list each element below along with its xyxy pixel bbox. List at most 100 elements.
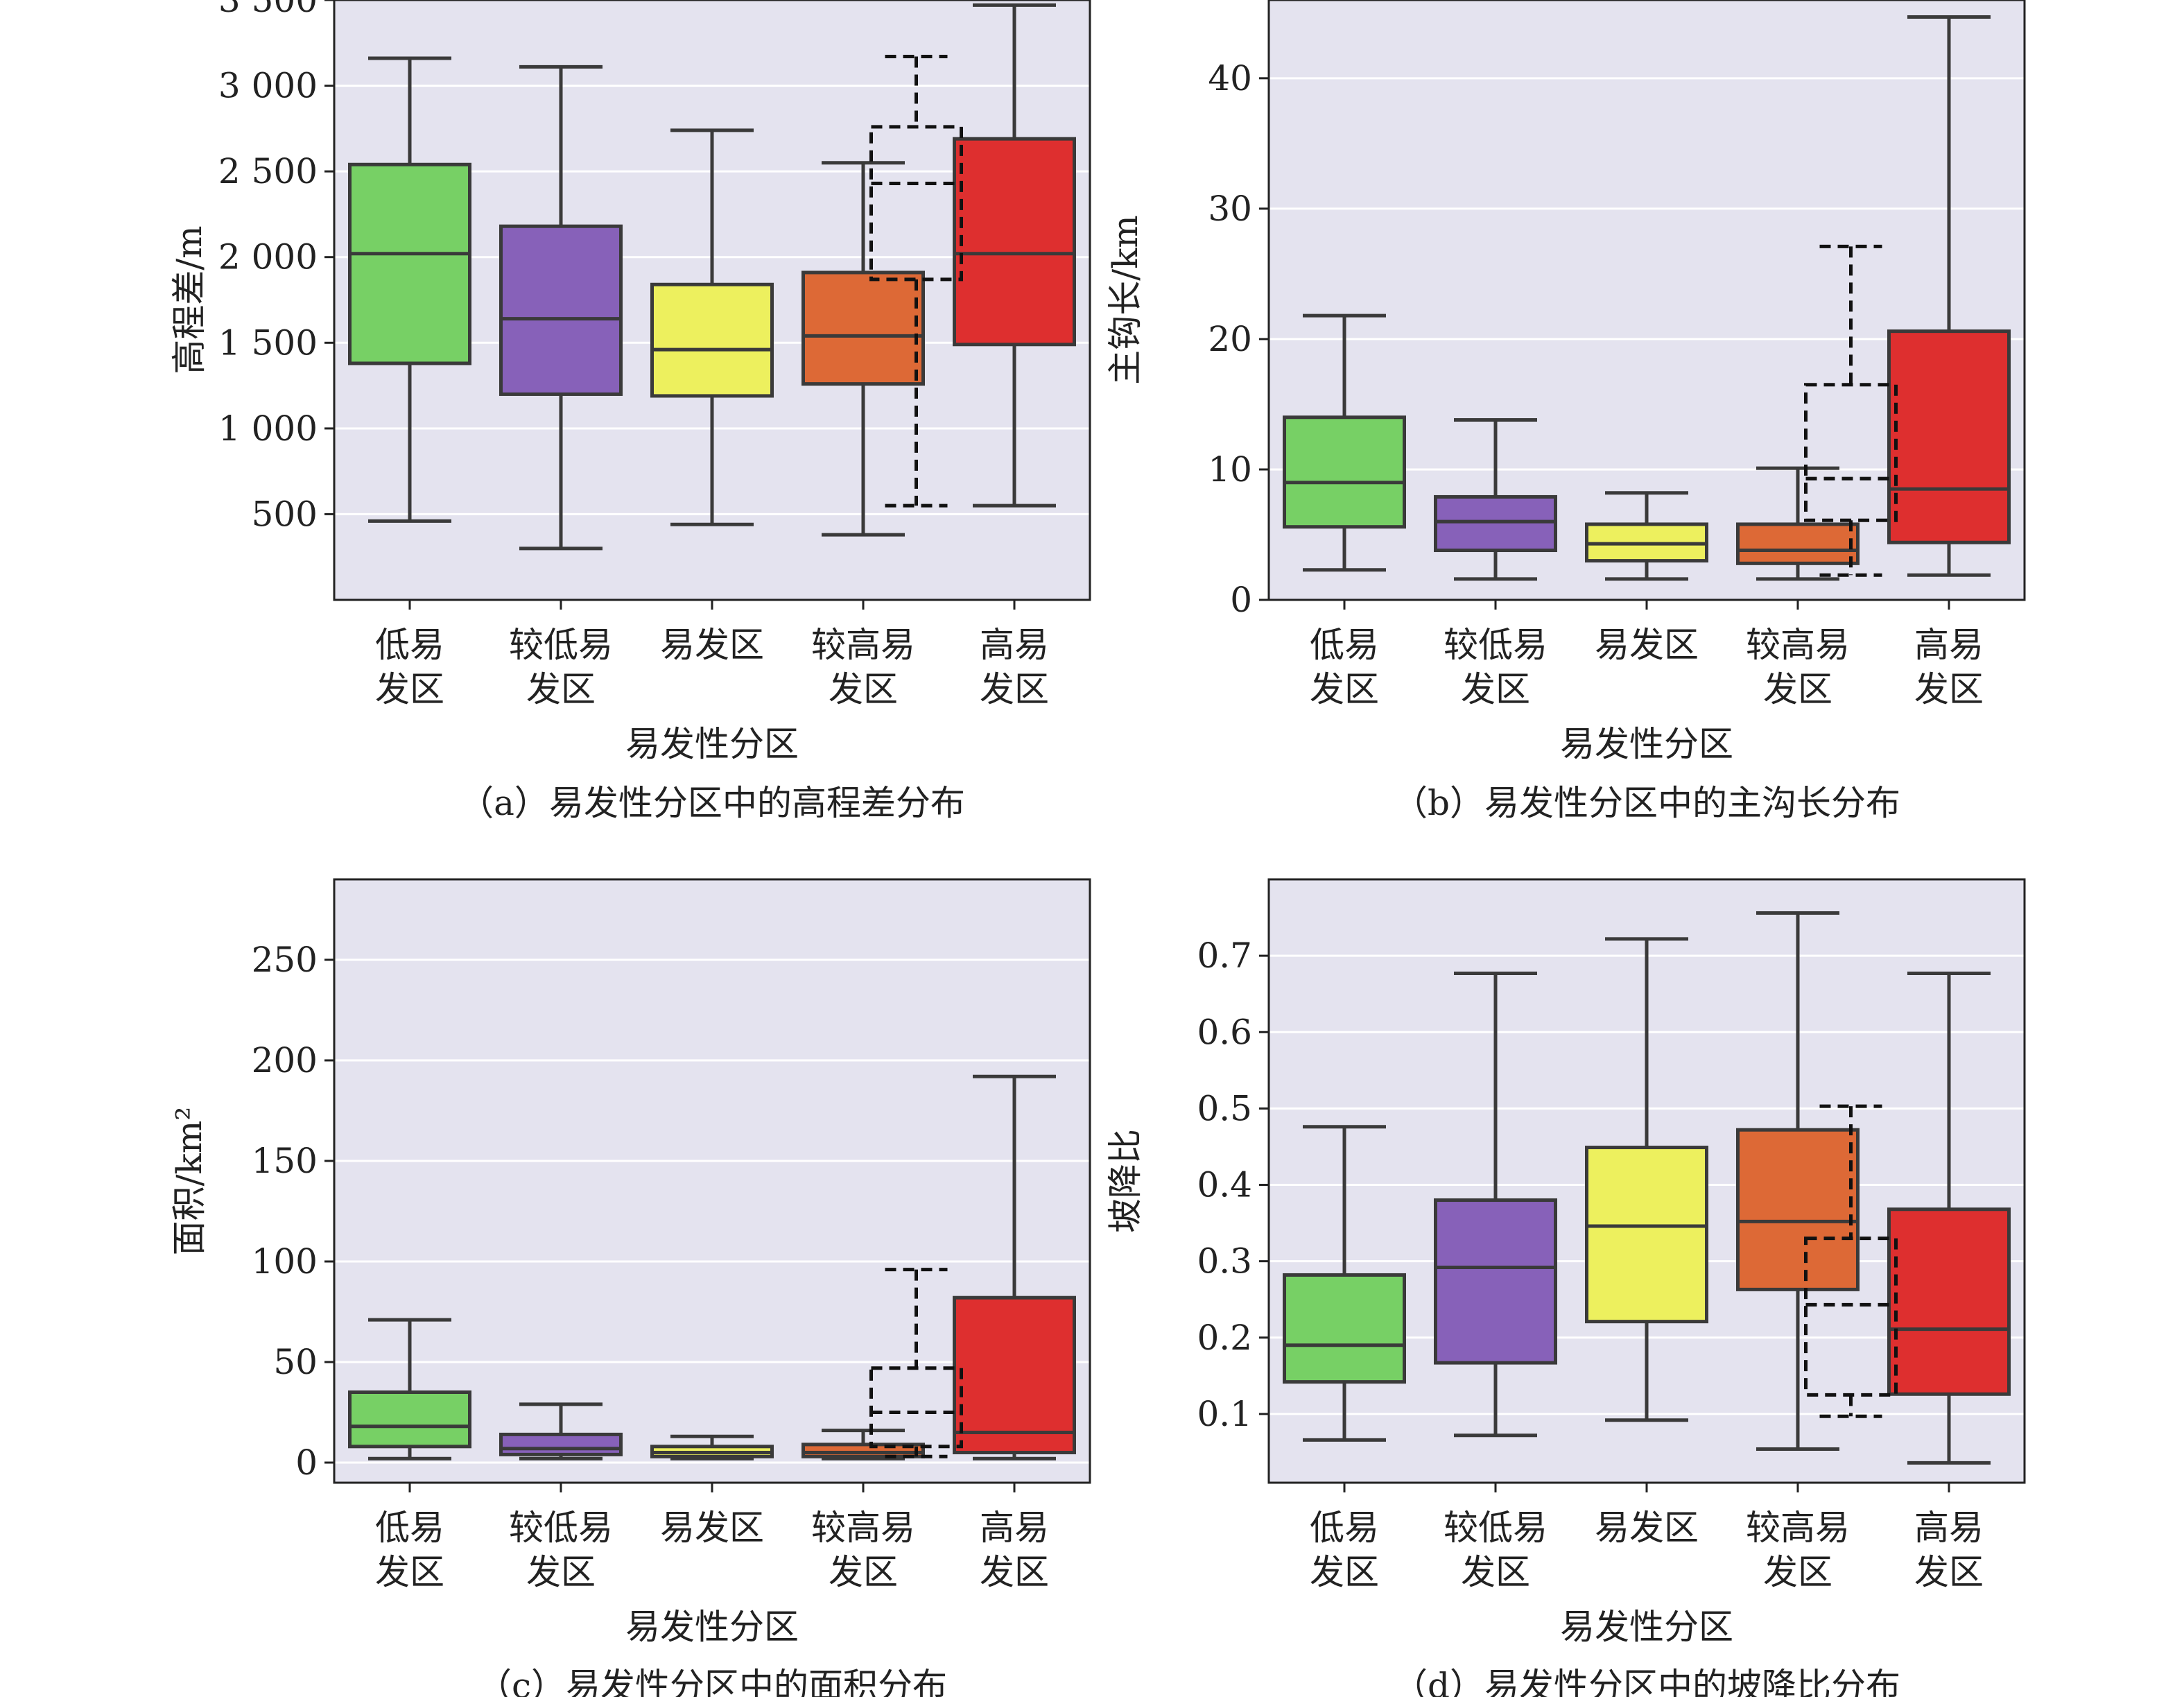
x-tick-label: 发区: [829, 1552, 898, 1592]
dashed-box-iqr: [869, 125, 963, 282]
box-iqr: [1283, 415, 1406, 529]
x-tick-label: 易发区: [1595, 625, 1699, 665]
x-tick-label: 发区: [1914, 669, 1984, 709]
x-tick-label: 较低易: [1444, 1508, 1548, 1548]
y-tick-label: 250: [252, 940, 318, 980]
box-iqr: [1736, 1128, 1860, 1291]
dashed-box: [1804, 1104, 1898, 1418]
x-tick-label: 较高易: [1746, 625, 1850, 665]
x-tick-label: 发区: [1763, 1552, 1832, 1592]
box-3: [801, 1429, 925, 1461]
y-axis-label: 面积/km²: [169, 1107, 209, 1256]
box-2: [650, 1434, 774, 1461]
box-iqr: [953, 1295, 1076, 1454]
x-tick-label: 发区: [1461, 669, 1530, 709]
x-tick-label: 发区: [375, 669, 444, 709]
dashed-box-iqr: [1804, 1237, 1898, 1397]
y-tick-label: 3 000: [218, 66, 318, 106]
box-0: [1283, 313, 1406, 572]
x-tick-label: 发区: [980, 1552, 1049, 1592]
box-2: [1585, 491, 1708, 581]
panel-caption: （d）易发性分区中的坡降比分布: [1393, 1666, 1900, 1697]
box-0: [348, 56, 471, 523]
box-iqr: [499, 224, 623, 396]
box-iqr: [953, 137, 1076, 347]
x-tick-label: 易发区: [660, 625, 764, 665]
y-axis-label: 坡降比: [1105, 1129, 1145, 1233]
box-iqr: [1736, 522, 1860, 565]
y-tick-label: 0.1: [1197, 1394, 1252, 1434]
box-3: [1736, 911, 1860, 1452]
box-iqr: [801, 270, 925, 386]
x-tick-label: 发区: [1310, 1552, 1379, 1592]
y-tick-label: 1 000: [218, 408, 318, 449]
box-iqr: [499, 1432, 623, 1456]
y-tick-label: 20: [1208, 319, 1252, 359]
box-4: [953, 1074, 1076, 1461]
y-tick-label: 30: [1208, 189, 1252, 229]
x-tick-label: 易发区: [660, 1508, 764, 1548]
x-tick-label: 发区: [1461, 1552, 1530, 1592]
box-2: [1585, 937, 1708, 1422]
panel-caption: （c）易发性分区中的面积分布: [477, 1666, 947, 1697]
box-3: [801, 161, 925, 537]
y-tick-label: 0.7: [1197, 936, 1252, 976]
box-iqr: [1887, 1207, 2011, 1396]
box-1: [1434, 418, 1557, 581]
x-axis-label: 易发性分区: [1560, 724, 1733, 764]
x-tick-label: 较高易: [811, 1508, 915, 1548]
y-tick-label: 0.5: [1197, 1088, 1252, 1128]
panel-caption: （a）易发性分区中的高程差分布: [459, 783, 965, 823]
box-iqr: [650, 282, 774, 398]
box-iqr: [1585, 1146, 1708, 1324]
box-iqr: [348, 1390, 471, 1449]
x-tick-label: 发区: [1914, 1552, 1984, 1592]
box-1: [1434, 971, 1557, 1438]
y-tick-label: 100: [252, 1241, 318, 1282]
dashed-box-iqr: [869, 1366, 963, 1449]
x-tick-label: 发区: [1763, 669, 1832, 709]
x-tick-label: 发区: [829, 669, 898, 709]
x-tick-label: 发区: [526, 669, 596, 709]
x-tick-label: 发区: [526, 1552, 596, 1592]
box-iqr: [1434, 494, 1557, 553]
panel-caption: （b）易发性分区中的主沟长分布: [1393, 783, 1900, 823]
x-tick-label: 较低易: [509, 625, 613, 665]
y-tick-label: 50: [273, 1342, 318, 1382]
x-tick-label: 发区: [375, 1552, 444, 1592]
dashed-box: [869, 1268, 963, 1458]
x-axis-label: 易发性分区: [625, 724, 799, 764]
box-0: [1283, 1125, 1406, 1442]
box-4: [1887, 971, 2011, 1465]
x-tick-label: 低易: [1310, 1508, 1379, 1548]
y-tick-label: 0.3: [1197, 1241, 1252, 1282]
dashed-box: [1804, 244, 1898, 577]
x-tick-label: 较高易: [1746, 1508, 1850, 1548]
x-tick-label: 低易: [1310, 625, 1379, 665]
y-tick-label: 150: [252, 1141, 318, 1181]
y-tick-label: 0.2: [1197, 1318, 1252, 1358]
x-tick-label: 发区: [1310, 669, 1379, 709]
x-tick-label: 高易: [1914, 1508, 1984, 1548]
x-tick-label: 高易: [980, 625, 1049, 665]
y-tick-label: 3 500: [218, 0, 318, 20]
x-axis-label: 易发性分区: [625, 1607, 799, 1647]
x-tick-label: 较低易: [509, 1508, 613, 1548]
y-tick-label: 10: [1208, 449, 1252, 490]
y-tick-label: 0.4: [1197, 1165, 1252, 1205]
box-iqr: [1283, 1273, 1406, 1384]
box-2: [650, 128, 774, 526]
box-4: [1887, 15, 2011, 577]
y-tick-label: 0: [1230, 580, 1252, 620]
box-0: [348, 1318, 471, 1461]
dashed-box: [869, 55, 963, 508]
x-tick-label: 高易: [1914, 625, 1984, 665]
y-tick-label: 0.6: [1197, 1012, 1252, 1052]
y-tick-label: 2 500: [218, 151, 318, 191]
box-1: [499, 64, 623, 551]
